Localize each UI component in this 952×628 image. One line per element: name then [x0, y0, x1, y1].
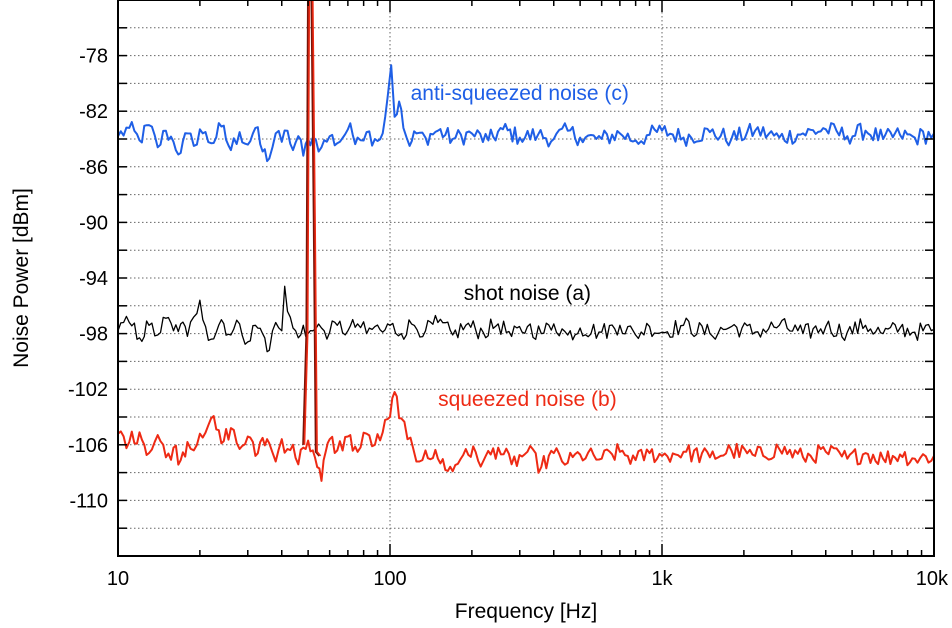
- y-tick-label: -82: [79, 101, 108, 123]
- series-line-0: [117, 64, 935, 163]
- tick-labels: -78 -82 -86 -90 -94 -98 -102 -106 -110 10 100 1k 10k: [68, 46, 949, 590]
- y-tick-label: -90: [79, 212, 108, 234]
- x-axis-label: Frequency [Hz]: [455, 600, 597, 623]
- series-lines: [117, 0, 935, 482]
- tick-marks: [117, 0, 934, 556]
- y-tick-label: -78: [79, 46, 108, 68]
- y-tick-label: -86: [79, 157, 108, 179]
- series-line-1: [117, 285, 935, 353]
- series-annotations: anti-squeezed noise (c) shot noise (a) squ…: [411, 82, 629, 411]
- y-tick-label: -98: [79, 324, 108, 346]
- x-tick-label: 100: [373, 568, 406, 590]
- y-tick-label: -94: [79, 268, 108, 290]
- y-axis-label: Noise Power [dBm]: [10, 188, 33, 368]
- grid-lines: [118, 0, 934, 556]
- y-tick-label: -110: [69, 490, 108, 512]
- y-tick-label: -102: [68, 379, 108, 401]
- series-annotation-1: shot noise (a): [464, 282, 591, 305]
- x-tick-label: 10k: [916, 568, 949, 590]
- y-tick-label: -106: [68, 435, 108, 457]
- series-annotation-2: squeezed noise (b): [438, 388, 617, 411]
- line-spike-50hz: [302, 0, 321, 457]
- x-tick-label: 1k: [651, 568, 673, 590]
- x-tick-label: 10: [107, 568, 129, 590]
- line-spike-50hz-highlight: [303, 0, 322, 457]
- series-line-2: [117, 391, 935, 482]
- series-annotation-0: anti-squeezed noise (c): [411, 82, 629, 105]
